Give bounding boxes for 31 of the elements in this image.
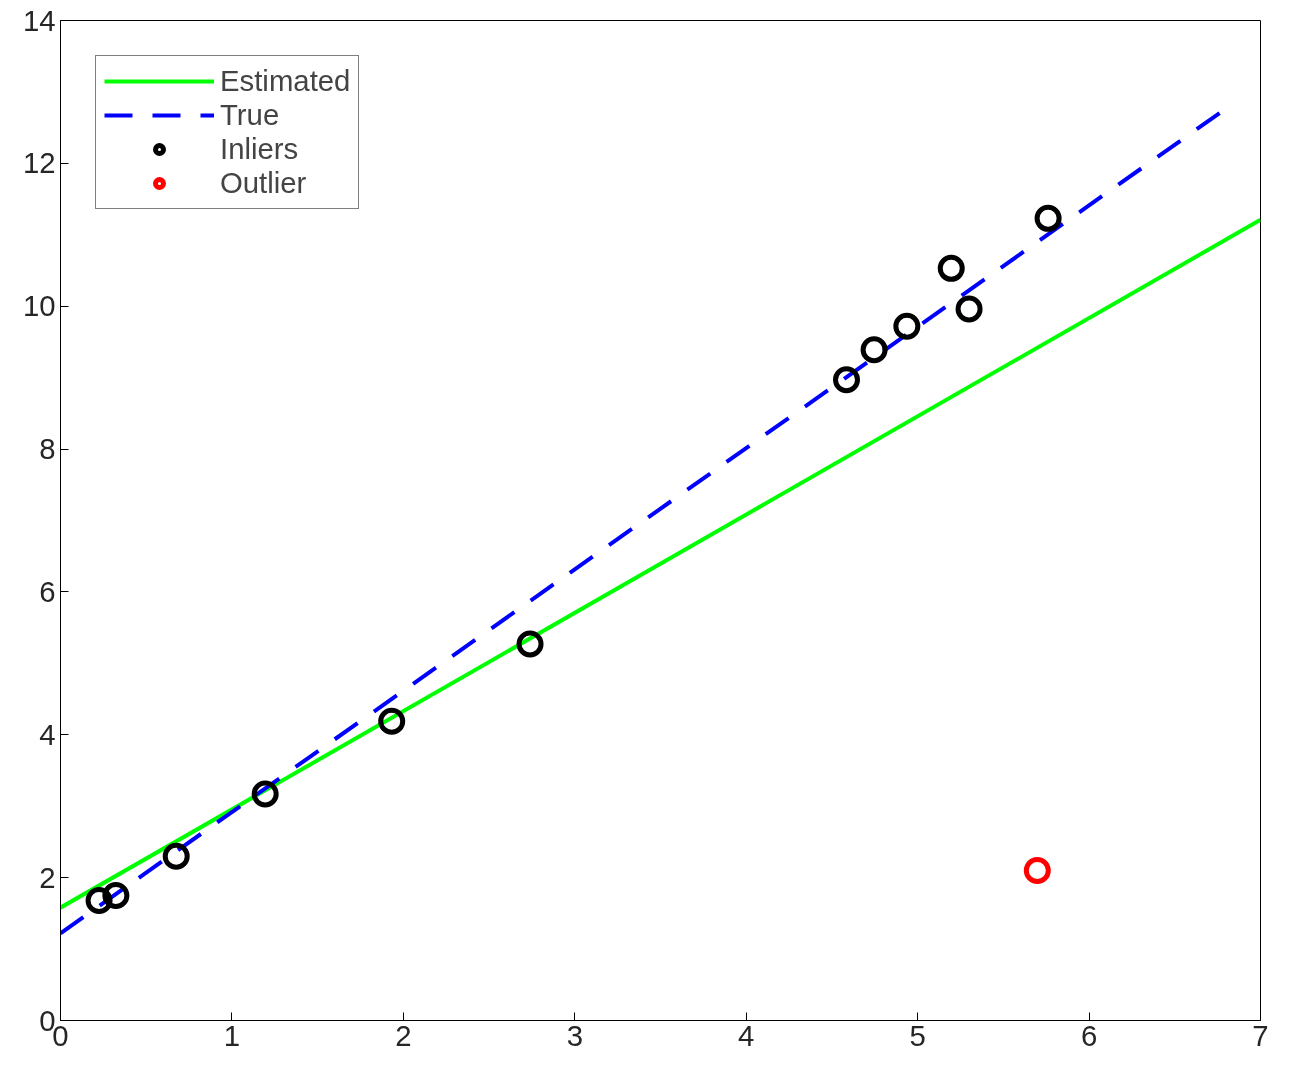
point xyxy=(893,312,921,340)
y-tick-label: 6 xyxy=(39,574,56,608)
y-tick-label: 8 xyxy=(39,432,56,466)
point xyxy=(833,366,860,394)
point xyxy=(85,887,113,914)
point xyxy=(378,707,406,735)
legend-label: Outlier xyxy=(220,166,307,200)
y-tick-label: 4 xyxy=(39,717,56,751)
x-tick-label: 5 xyxy=(909,1018,926,1052)
point xyxy=(516,630,544,658)
y-tick-label: 2 xyxy=(39,860,56,894)
point xyxy=(162,842,190,870)
point xyxy=(937,254,965,282)
x-tick-label: 3 xyxy=(566,1018,583,1052)
point xyxy=(1034,204,1062,232)
y-tick-label: 12 xyxy=(22,146,56,180)
legend-label: Estimated xyxy=(220,64,351,98)
x-tick-label: 6 xyxy=(1080,1018,1098,1052)
point xyxy=(1023,857,1051,884)
point xyxy=(860,336,888,364)
x-tick-label: 2 xyxy=(395,1018,412,1052)
point xyxy=(251,780,279,808)
y-tick-label: 14 xyxy=(22,3,56,37)
x-tick-label: 4 xyxy=(738,1018,755,1052)
legend-label: True xyxy=(220,98,280,132)
x-tick-label: 1 xyxy=(223,1018,241,1052)
point xyxy=(102,882,130,909)
x-tick-label: 7 xyxy=(1252,1018,1269,1052)
y-tick-label: 10 xyxy=(22,289,56,323)
point xyxy=(955,295,983,323)
legend-label: Inliers xyxy=(220,132,299,166)
